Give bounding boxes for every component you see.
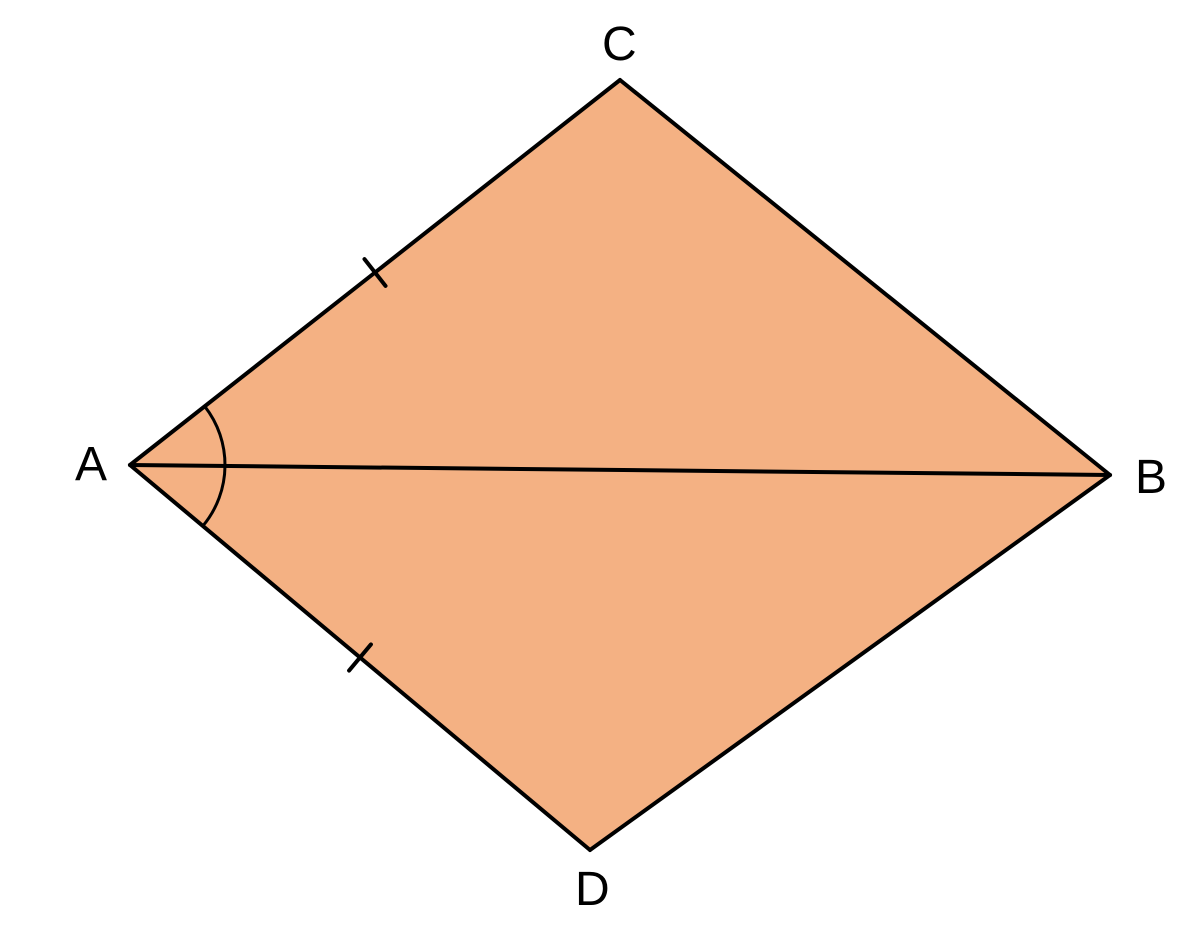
triangle-fill (130, 80, 1110, 475)
vertex-label-B: B (1135, 451, 1167, 504)
triangle-fill (130, 465, 1110, 850)
geometry-diagram: A B C D (0, 0, 1198, 934)
vertex-label-A: A (75, 438, 107, 491)
vertex-label-C: C (602, 18, 637, 71)
vertex-label-D: D (575, 863, 610, 916)
